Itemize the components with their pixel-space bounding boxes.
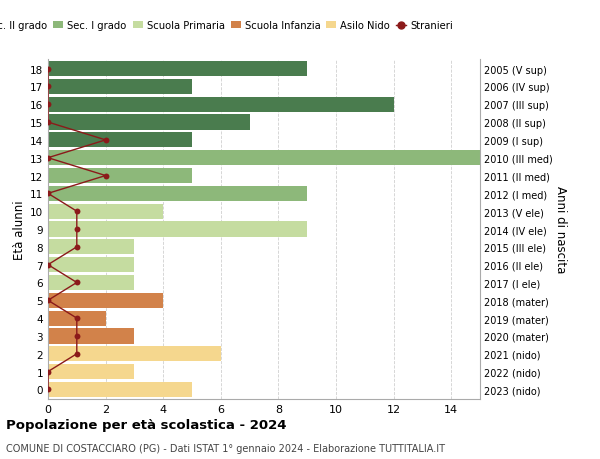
Point xyxy=(43,84,53,91)
Bar xyxy=(48,275,134,291)
Bar xyxy=(48,204,163,219)
Bar xyxy=(48,240,134,255)
Point xyxy=(72,315,82,322)
Point xyxy=(43,386,53,393)
Bar xyxy=(48,133,192,148)
Bar xyxy=(48,222,307,237)
Point xyxy=(43,261,53,269)
Bar xyxy=(48,97,394,112)
Y-axis label: Età alunni: Età alunni xyxy=(13,200,26,259)
Point xyxy=(72,350,82,358)
Bar xyxy=(48,115,250,130)
Bar xyxy=(48,257,134,273)
Point xyxy=(72,208,82,215)
Point xyxy=(101,173,110,180)
Bar xyxy=(48,329,134,344)
Bar xyxy=(48,151,480,166)
Legend: Sec. II grado, Sec. I grado, Scuola Primaria, Scuola Infanzia, Asilo Nido, Stran: Sec. II grado, Sec. I grado, Scuola Prim… xyxy=(0,17,457,35)
Point xyxy=(72,279,82,286)
Y-axis label: Anni di nascita: Anni di nascita xyxy=(554,186,567,273)
Point xyxy=(43,101,53,109)
Point xyxy=(43,297,53,304)
Bar xyxy=(48,382,192,397)
Text: Popolazione per età scolastica - 2024: Popolazione per età scolastica - 2024 xyxy=(6,418,287,431)
Bar xyxy=(48,186,307,202)
Bar xyxy=(48,293,163,308)
Point xyxy=(72,332,82,340)
Point xyxy=(72,244,82,251)
Point xyxy=(43,155,53,162)
Point xyxy=(43,368,53,375)
Point xyxy=(101,137,110,144)
Bar xyxy=(48,80,192,95)
Point xyxy=(72,226,82,233)
Point xyxy=(43,66,53,73)
Bar xyxy=(48,311,106,326)
Bar xyxy=(48,168,192,184)
Point xyxy=(43,190,53,198)
Point xyxy=(43,119,53,127)
Bar xyxy=(48,347,221,362)
Text: COMUNE DI COSTACCIARO (PG) - Dati ISTAT 1° gennaio 2024 - Elaborazione TUTTITALI: COMUNE DI COSTACCIARO (PG) - Dati ISTAT … xyxy=(6,443,445,453)
Bar xyxy=(48,364,134,379)
Bar xyxy=(48,62,307,77)
